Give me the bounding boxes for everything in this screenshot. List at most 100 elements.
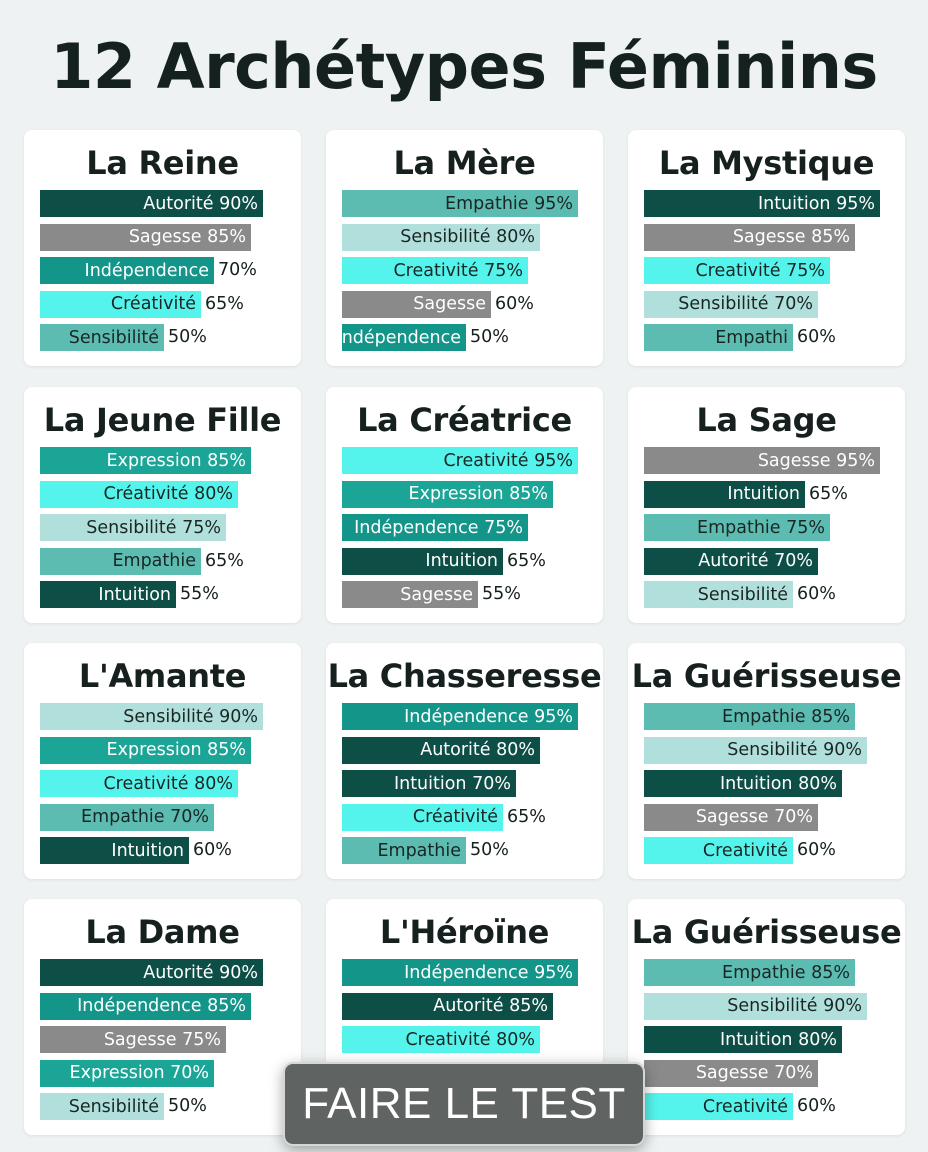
- bar-empathie: Empathie 70%: [40, 803, 214, 831]
- bar-label: Creativité 75%: [393, 260, 523, 281]
- bar-label: Creativité 95%: [443, 450, 573, 471]
- bar-row-intuition: Intuition 60%: [40, 837, 288, 864]
- bar-label: Creativité 80%: [405, 1029, 535, 1050]
- bar-sensibilite: Sensibilité: [40, 324, 164, 351]
- bar-row-empathi: Empathi 60%: [644, 324, 892, 351]
- bar-value: 60%: [797, 327, 836, 347]
- bar-value: 50%: [168, 327, 207, 347]
- bar-row-autorite: Autorité 70%: [644, 547, 892, 575]
- bar-autorite: Autorité 90%: [40, 190, 263, 217]
- bar-expression: Expression 85%: [40, 447, 251, 474]
- bar-row-sagesse: Sagesse 70%: [644, 1059, 892, 1087]
- bar-row-intuition: Intuition 55%: [40, 581, 288, 608]
- bar-sagesse: Sagesse: [342, 290, 491, 318]
- bar-value: 55%: [482, 584, 521, 604]
- bar-label: Expression 85%: [408, 484, 548, 504]
- card-title: La Guérisseuse: [631, 913, 902, 951]
- bar-row-empathie: Empathie 70%: [40, 803, 288, 831]
- archetype-card-la-mystique: La Mystique Intuition 95% Sagesse 85% Creat…: [628, 130, 905, 366]
- bar-group: Autorité 90% Indépendence 85% Sagesse 75% E…: [40, 959, 288, 1125]
- bar-row-sensibilite: Sensibilité 60%: [644, 581, 892, 608]
- bar-intuition: Intuition 80%: [644, 1026, 842, 1053]
- card-title: La Mère: [393, 144, 536, 182]
- bar-label: Indépendence 95%: [404, 706, 573, 727]
- bar-label: Intuition 80%: [719, 773, 837, 794]
- bar-row-sagesse: Sagesse 95%: [644, 447, 892, 474]
- bar-empathi: Empathi: [644, 324, 793, 351]
- bar-label: Sensibilité 90%: [123, 706, 258, 727]
- bar-label: Sensibilité 80%: [400, 227, 535, 247]
- bar-label: Sagesse: [400, 584, 473, 605]
- bar-row-creativite: Créativité 65%: [40, 290, 288, 318]
- bar-label: Intuition: [111, 840, 184, 861]
- bar-intuition: Intuition 70%: [342, 770, 516, 797]
- bar-creativite: Creativité: [644, 837, 793, 864]
- bar-row-independence: Indépendence 95%: [342, 959, 590, 986]
- bar-value: 65%: [507, 550, 546, 571]
- bar-row-intuition: Intuition 70%: [342, 770, 590, 797]
- bar-row-empathie: Empathie 75%: [644, 514, 892, 541]
- bar-row-autorite: Autorité 90%: [40, 959, 288, 986]
- bar-row-sagesse: Sagesse 60%: [342, 290, 590, 318]
- bar-value: 65%: [507, 806, 546, 827]
- bar-independence: Indépendence 75%: [342, 514, 528, 541]
- card-title: La Guérisseuse: [631, 657, 902, 695]
- bar-sensibilite: Sensibilité 90%: [40, 703, 263, 730]
- bar-empathie: Empathie 75%: [644, 514, 830, 541]
- archetype-card-la-guerisseuse: La Guérisseuse Empathie 85% Sensibilité 90…: [628, 899, 905, 1135]
- bar-sensibilite: Sensibilité 90%: [644, 992, 867, 1020]
- bar-label: Intuition 70%: [393, 773, 511, 794]
- bar-intuition: Intuition 95%: [644, 190, 880, 217]
- bar-sensibilite: Sensibilité 90%: [644, 736, 867, 764]
- bar-label: Sensibilité 75%: [86, 517, 221, 538]
- bar-label: Sensibilité: [68, 327, 159, 348]
- card-title: L'Amante: [78, 657, 247, 695]
- bar-label: Sensibilité: [68, 1096, 159, 1117]
- card-title: La Sage: [696, 401, 837, 439]
- bar-creativite: Creativité 95%: [342, 447, 578, 474]
- bar-creativite: Créativité 80%: [40, 480, 238, 508]
- card-title: La Mystique: [658, 144, 875, 182]
- bar-creativite: Creativité 75%: [342, 257, 528, 284]
- take-test-button[interactable]: FAIRE LE TEST: [283, 1062, 645, 1146]
- bar-label: Empathie 70%: [81, 807, 209, 827]
- bar-intuition: Intuition: [40, 837, 189, 864]
- bar-sensibilite: Sensibilité: [644, 581, 793, 608]
- bar-group: Empathie 85% Sensibilité 90% Intuition 80%…: [644, 703, 892, 869]
- bar-row-sagesse: Sagesse 85%: [40, 223, 288, 251]
- bar-group: Indépendence 95% Autorité 85% Creativité 8…: [342, 959, 590, 1125]
- bar-row-empathie: Empathie 95%: [342, 190, 590, 217]
- bar-value: 65%: [205, 550, 244, 571]
- bar-label: Sensibilité 90%: [727, 740, 862, 760]
- bar-label: Sagesse 70%: [695, 1063, 813, 1083]
- bar-row-expression: Expression 85%: [342, 480, 590, 508]
- bar-label: Autorité 90%: [143, 962, 258, 983]
- bar-row-sagesse: Sagesse 70%: [644, 803, 892, 831]
- bar-label: Creativité 80%: [103, 773, 233, 794]
- bar-label: Créativité: [110, 294, 196, 314]
- bar-group: Expression 85% Créativité 80% Sensibilité …: [40, 447, 288, 613]
- bar-sagesse: Sagesse 75%: [40, 1026, 226, 1053]
- bar-empathie: Empathie 95%: [342, 190, 578, 217]
- bar-label: Empathie: [112, 551, 196, 571]
- bar-label: Empathie 85%: [722, 962, 850, 983]
- bar-sagesse: Sagesse 70%: [644, 1059, 818, 1087]
- bar-label: Expression 70%: [69, 1063, 209, 1083]
- bar-value: 65%: [809, 483, 848, 504]
- bar-row-autorite: Autorité 85%: [342, 992, 590, 1020]
- bar-empathie: Empathie: [40, 547, 201, 575]
- bar-independence: Indépendence 95%: [342, 959, 578, 986]
- bar-row-intuition: Intuition 80%: [644, 770, 892, 797]
- bar-intuition: Intuition: [644, 480, 805, 508]
- bar-autorite: Autorité 80%: [342, 736, 540, 764]
- bar-creativite: Creativité 75%: [644, 257, 830, 284]
- bar-label: Autorité 85%: [433, 996, 548, 1016]
- bar-value: 50%: [470, 327, 509, 347]
- bar-label: Sensibilité 70%: [678, 294, 813, 314]
- bar-expression: Expression 85%: [342, 480, 553, 508]
- card-title: La Créatrice: [357, 401, 572, 439]
- bar-group: Intuition 95% Sagesse 85% Creativité 75% Se…: [644, 190, 892, 356]
- card-title: L'Héroïne: [379, 913, 550, 951]
- bar-row-sensibilite: Sensibilité 50%: [40, 324, 288, 351]
- bar-value: 60%: [797, 584, 836, 604]
